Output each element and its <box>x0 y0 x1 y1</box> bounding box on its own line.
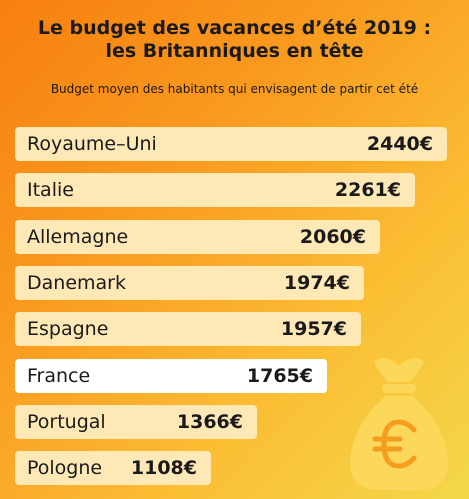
bar-category-label: Pologne <box>27 457 103 479</box>
bar-1: Italie 2261€ <box>15 173 415 207</box>
bar-value-label: 1108€ <box>130 457 197 479</box>
bar-value-label: 1765€ <box>246 365 313 387</box>
bar-7: Pologne 1108€ <box>15 451 211 485</box>
bar-category-label: Italie <box>27 179 74 201</box>
bar-category-label: Danemark <box>27 272 126 294</box>
bar-value-label: 1974€ <box>283 272 350 294</box>
money-bag-euro-icon <box>349 357 449 490</box>
chart-title-line-1: Le budget des vacances d’été 2019 : <box>37 17 432 39</box>
bar-2: Allemagne 2060€ <box>15 220 380 254</box>
bar-category-label: Espagne <box>27 318 109 340</box>
bar-6: Portugal 1366€ <box>15 405 257 439</box>
bar-5: France 1765€ <box>15 359 327 393</box>
bar-4: Espagne 1957€ <box>15 312 361 346</box>
bar-category-label: Royaume–Uni <box>27 133 157 155</box>
bar-category-label: France <box>27 365 91 387</box>
bar-value-label: 2060€ <box>299 226 366 248</box>
bar-0: Royaume–Uni 2440€ <box>15 127 447 161</box>
bar-category-label: Portugal <box>27 411 106 433</box>
bar-value-label: 1366€ <box>176 411 243 433</box>
bar-category-label: Allemagne <box>27 226 129 248</box>
bar-value-label: 2261€ <box>334 179 401 201</box>
chart-subtitle: Budget moyen des habitants qui envisagen… <box>50 82 419 96</box>
bar-3: Danemark 1974€ <box>15 266 364 300</box>
chart-title-line-2: les Britanniques en tête <box>105 40 364 62</box>
bar-value-label: 2440€ <box>366 133 433 155</box>
bar-value-label: 1957€ <box>280 318 347 340</box>
